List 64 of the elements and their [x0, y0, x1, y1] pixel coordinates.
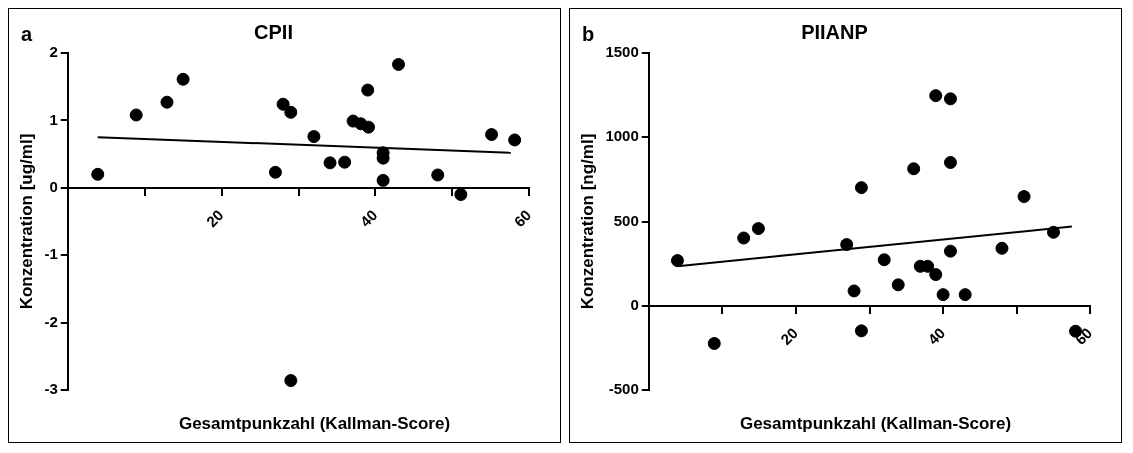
point — [376, 173, 390, 187]
point — [276, 97, 290, 111]
x-axis-title: Gesamtpunkzahl (Kallman-Score) — [738, 414, 1013, 434]
point — [284, 374, 298, 388]
point — [929, 268, 943, 282]
point — [891, 278, 905, 292]
point — [707, 336, 721, 350]
point — [485, 128, 499, 142]
point — [1046, 225, 1060, 239]
y-tick-label: -500 — [608, 380, 639, 398]
chart-title: PIIANP — [801, 20, 868, 43]
point — [508, 133, 522, 147]
text: a — [21, 23, 33, 46]
point — [91, 167, 105, 181]
y-tick-label: 0 — [49, 177, 58, 195]
y-tick-label: -2 — [44, 312, 58, 330]
point — [431, 168, 445, 182]
y-axis-title: Konzentration [ng/ml] — [577, 133, 597, 310]
y-tick-label: 1000 — [605, 127, 639, 145]
point — [392, 57, 405, 71]
y-tick-label: 0 — [630, 295, 639, 313]
point — [958, 288, 972, 302]
point — [737, 231, 751, 245]
x-tick-label: 60 — [510, 206, 535, 231]
y-tick-label: 1500 — [605, 43, 639, 61]
y-tick-label: -3 — [44, 380, 58, 398]
x-tick-label: 20 — [777, 324, 801, 348]
y-tick-label: -1 — [44, 245, 58, 263]
point — [362, 120, 375, 134]
point — [361, 83, 375, 97]
y-tick-label: 1 — [49, 110, 58, 128]
point — [338, 155, 352, 169]
point — [160, 95, 174, 109]
point — [943, 156, 957, 170]
y-axis-title: Konzentration [ug/ml] — [16, 133, 36, 310]
chart-title: CPII — [254, 20, 293, 43]
point — [929, 89, 943, 103]
x-tick-label: 40 — [356, 206, 381, 231]
point — [454, 188, 468, 202]
y-tick-label: 500 — [613, 211, 639, 229]
point — [268, 165, 282, 179]
point — [936, 288, 950, 302]
x-tick-label: 20 — [202, 206, 227, 231]
point — [1017, 190, 1031, 204]
x-axis-title: Gesamtpunkzahl (Kallman-Score) — [177, 414, 452, 434]
point — [854, 181, 868, 195]
point — [751, 222, 765, 236]
point — [323, 156, 337, 170]
point — [307, 130, 321, 144]
point — [854, 324, 868, 338]
point — [847, 284, 861, 298]
point — [670, 254, 684, 268]
point — [840, 238, 854, 252]
point — [943, 92, 957, 106]
point — [284, 105, 298, 119]
y-tick-label: 2 — [49, 43, 58, 61]
point — [907, 162, 921, 176]
x-tick-label: 40 — [924, 324, 949, 348]
text: b — [582, 23, 595, 46]
point — [877, 253, 891, 267]
point — [995, 241, 1009, 255]
point — [176, 72, 190, 86]
point — [129, 108, 143, 122]
point — [943, 244, 957, 258]
